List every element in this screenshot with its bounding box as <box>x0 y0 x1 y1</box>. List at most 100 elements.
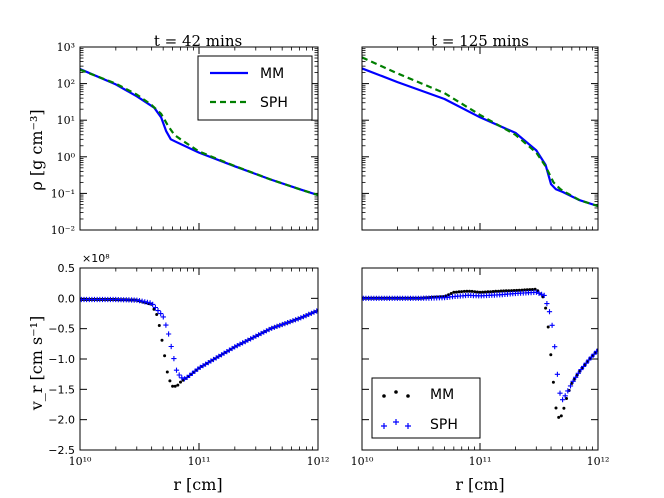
mm-point <box>507 289 511 293</box>
legend-mm-label: MM <box>430 387 454 403</box>
mm-point <box>157 324 161 327</box>
y-tick-label: −1.0 <box>48 353 75 366</box>
panel-velocity-125: 10¹⁰ 10¹¹ 10¹² <box>351 267 609 468</box>
mm-point <box>502 289 506 293</box>
sph-point <box>544 301 550 307</box>
y-tick-label: 10¹ <box>57 114 75 127</box>
sph-point <box>158 311 164 317</box>
axes-frame <box>361 267 599 451</box>
y-offset-label: ×10⁸ <box>82 252 110 265</box>
axes-frame <box>79 267 319 451</box>
sph-point <box>152 304 158 311</box>
y-tick-label: −2.0 <box>48 414 75 427</box>
sph-point <box>187 372 193 378</box>
sph-point <box>287 319 293 325</box>
mm-point <box>457 290 461 294</box>
sph-point <box>271 324 277 330</box>
legend-sph-label: SPH <box>260 95 288 111</box>
sph-point <box>573 374 579 380</box>
mm-point <box>160 338 164 342</box>
series-mm-line <box>362 67 598 208</box>
sph-point <box>557 390 563 396</box>
sph-point <box>552 344 558 350</box>
sph-point <box>221 350 227 356</box>
mm-point <box>173 384 177 388</box>
mm-point <box>155 313 159 316</box>
panel-title-right: t = 125 mins <box>431 32 529 50</box>
mm-point <box>163 354 167 358</box>
sph-point <box>150 301 156 307</box>
sph-point <box>197 364 203 370</box>
legend-frame <box>197 55 313 121</box>
mm-point <box>468 289 471 293</box>
sph-point <box>282 321 288 327</box>
sph-point <box>314 308 318 314</box>
y-tick-label: 0.5 <box>58 262 76 275</box>
xlabel-left: r [cm] <box>173 475 222 494</box>
legend-mm-marker <box>394 390 398 394</box>
sph-point <box>295 316 301 322</box>
sph-point <box>245 337 251 343</box>
sph-point <box>567 383 574 389</box>
mm-point <box>465 289 469 293</box>
sph-point <box>285 320 291 326</box>
axes-frame <box>79 46 319 231</box>
sph-point <box>583 360 589 366</box>
sph-point <box>546 309 553 315</box>
legend-mm-label: MM <box>260 66 284 82</box>
sph-point <box>250 334 256 341</box>
sph-point <box>203 361 209 367</box>
sph-point <box>192 368 198 374</box>
x-tick-label: 10¹¹ <box>188 455 211 468</box>
sph-point <box>306 311 312 317</box>
x-tick-label: 10¹² <box>307 455 330 468</box>
sph-point <box>308 310 314 316</box>
sph-point <box>176 372 182 378</box>
mm-point <box>165 370 169 374</box>
y-tick-label: 10³ <box>57 41 75 54</box>
sph-point <box>269 325 275 331</box>
sph-point <box>541 292 547 298</box>
mm-point <box>171 384 175 388</box>
mm-point <box>481 290 485 294</box>
sph-point <box>216 353 222 359</box>
sph-point <box>139 298 145 304</box>
mm-point <box>475 290 479 294</box>
y-tick-label: −2.5 <box>48 444 75 457</box>
y-tick-label: 0.0 <box>58 292 76 305</box>
sph-point <box>562 393 568 399</box>
sph-point <box>311 309 317 315</box>
mm-point <box>454 290 458 294</box>
sph-point <box>300 314 307 320</box>
sph-point <box>179 375 185 381</box>
mm-point <box>168 379 172 383</box>
ylabel-velocity: v_r [cm s⁻¹] <box>27 316 46 412</box>
legend-sph-marker <box>381 419 411 429</box>
sph-point <box>290 318 296 324</box>
mm-point <box>562 406 566 410</box>
sph-point <box>586 357 592 363</box>
y-tick-label: −0.5 <box>48 323 75 336</box>
mm-point <box>473 290 477 294</box>
legend-frame <box>371 377 481 439</box>
sph-point <box>166 331 172 337</box>
sph-point <box>554 371 560 377</box>
panel-title-left: t = 42 mins <box>154 32 242 50</box>
mm-point <box>478 290 482 294</box>
mm-point <box>152 307 156 311</box>
series-sph-line <box>362 56 598 208</box>
y-tick-label: −1.5 <box>48 383 75 396</box>
sph-point <box>570 378 576 384</box>
sph-point <box>171 356 177 362</box>
mm-point <box>486 290 490 294</box>
data-layer <box>80 67 318 197</box>
x-tick-label: 10¹¹ <box>469 455 492 468</box>
y-tick-label: 10⁻¹ <box>51 187 75 200</box>
sph-point <box>594 348 598 354</box>
sph-point <box>163 322 169 328</box>
y-tick-label: 10⁻² <box>51 224 75 237</box>
x-tick-label: 10¹⁰ <box>69 455 92 468</box>
mm-point <box>470 289 474 293</box>
sph-point <box>578 367 584 373</box>
mm-point <box>557 415 561 419</box>
